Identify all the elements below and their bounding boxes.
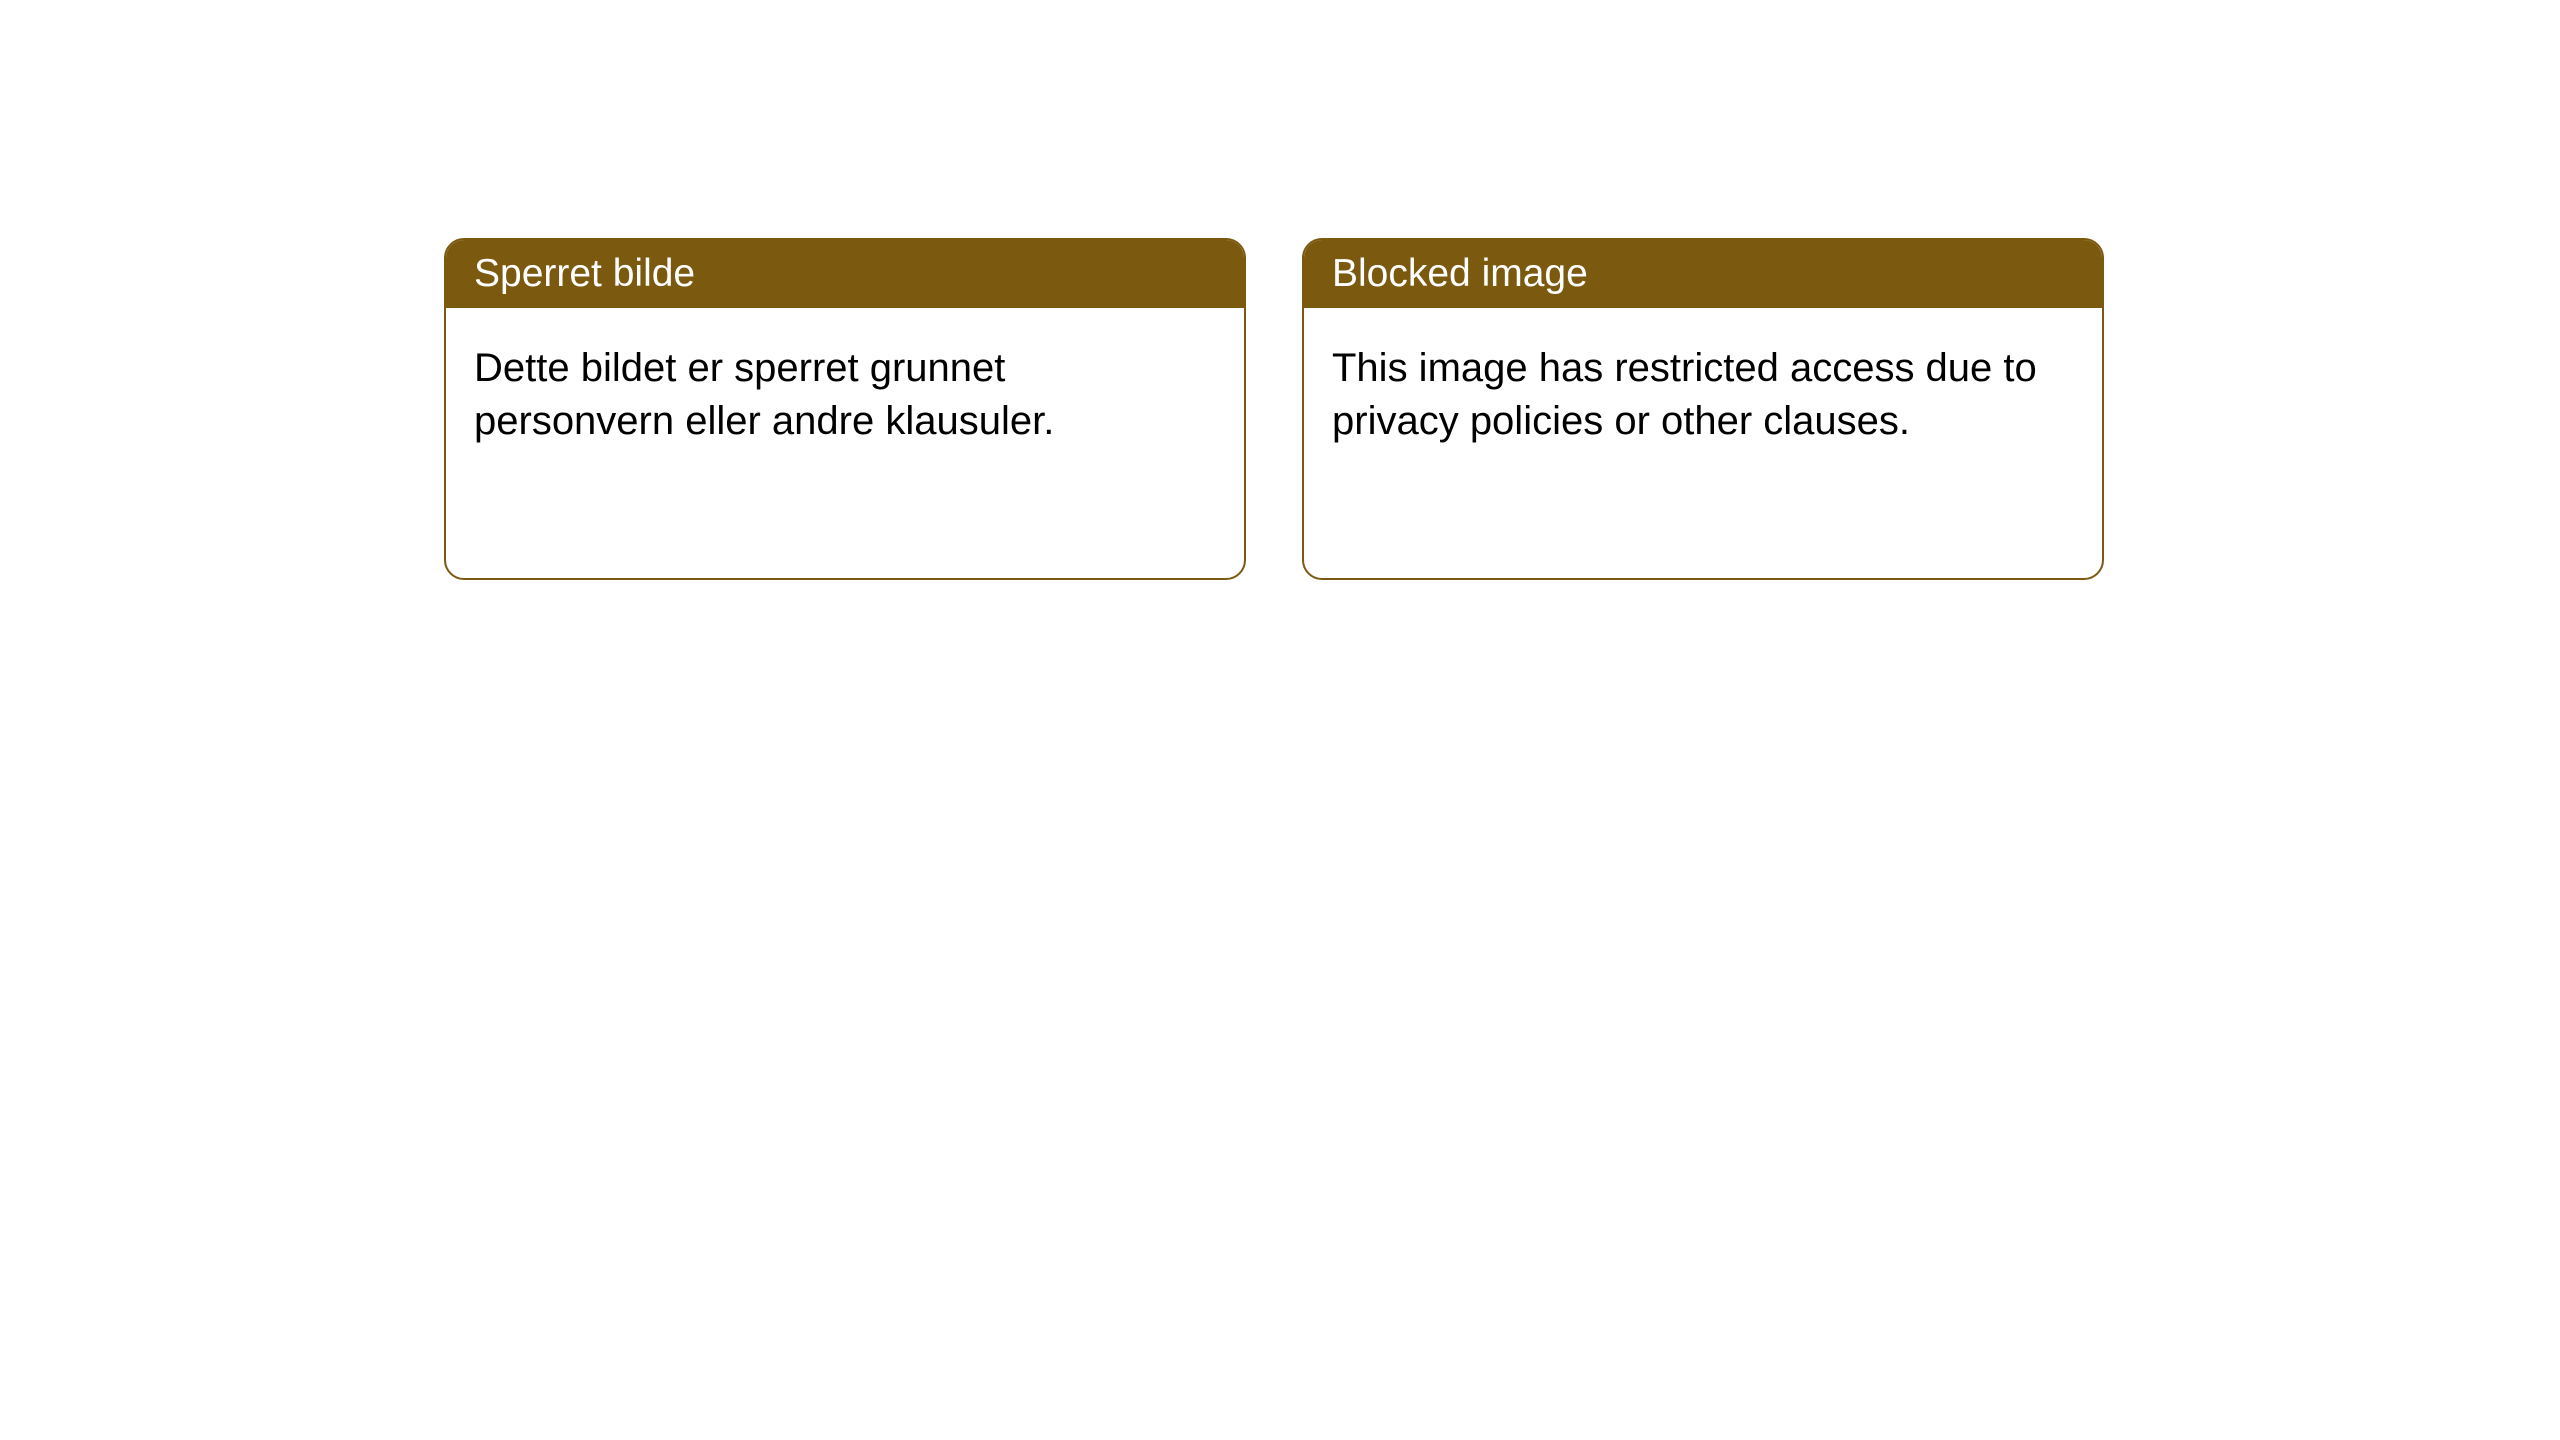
notice-card-english: Blocked image This image has restricted … [1302, 238, 2104, 580]
card-header: Sperret bilde [446, 240, 1244, 308]
card-body-text: Dette bildet er sperret grunnet personve… [474, 346, 1054, 443]
card-title: Blocked image [1332, 252, 1588, 295]
notice-card-norwegian: Sperret bilde Dette bildet er sperret gr… [444, 238, 1246, 580]
notice-cards-container: Sperret bilde Dette bildet er sperret gr… [0, 0, 2560, 580]
card-header: Blocked image [1304, 240, 2102, 308]
card-title: Sperret bilde [474, 252, 695, 295]
card-body: This image has restricted access due to … [1304, 308, 2102, 578]
card-body: Dette bildet er sperret grunnet personve… [446, 308, 1244, 578]
card-body-text: This image has restricted access due to … [1332, 346, 2037, 443]
